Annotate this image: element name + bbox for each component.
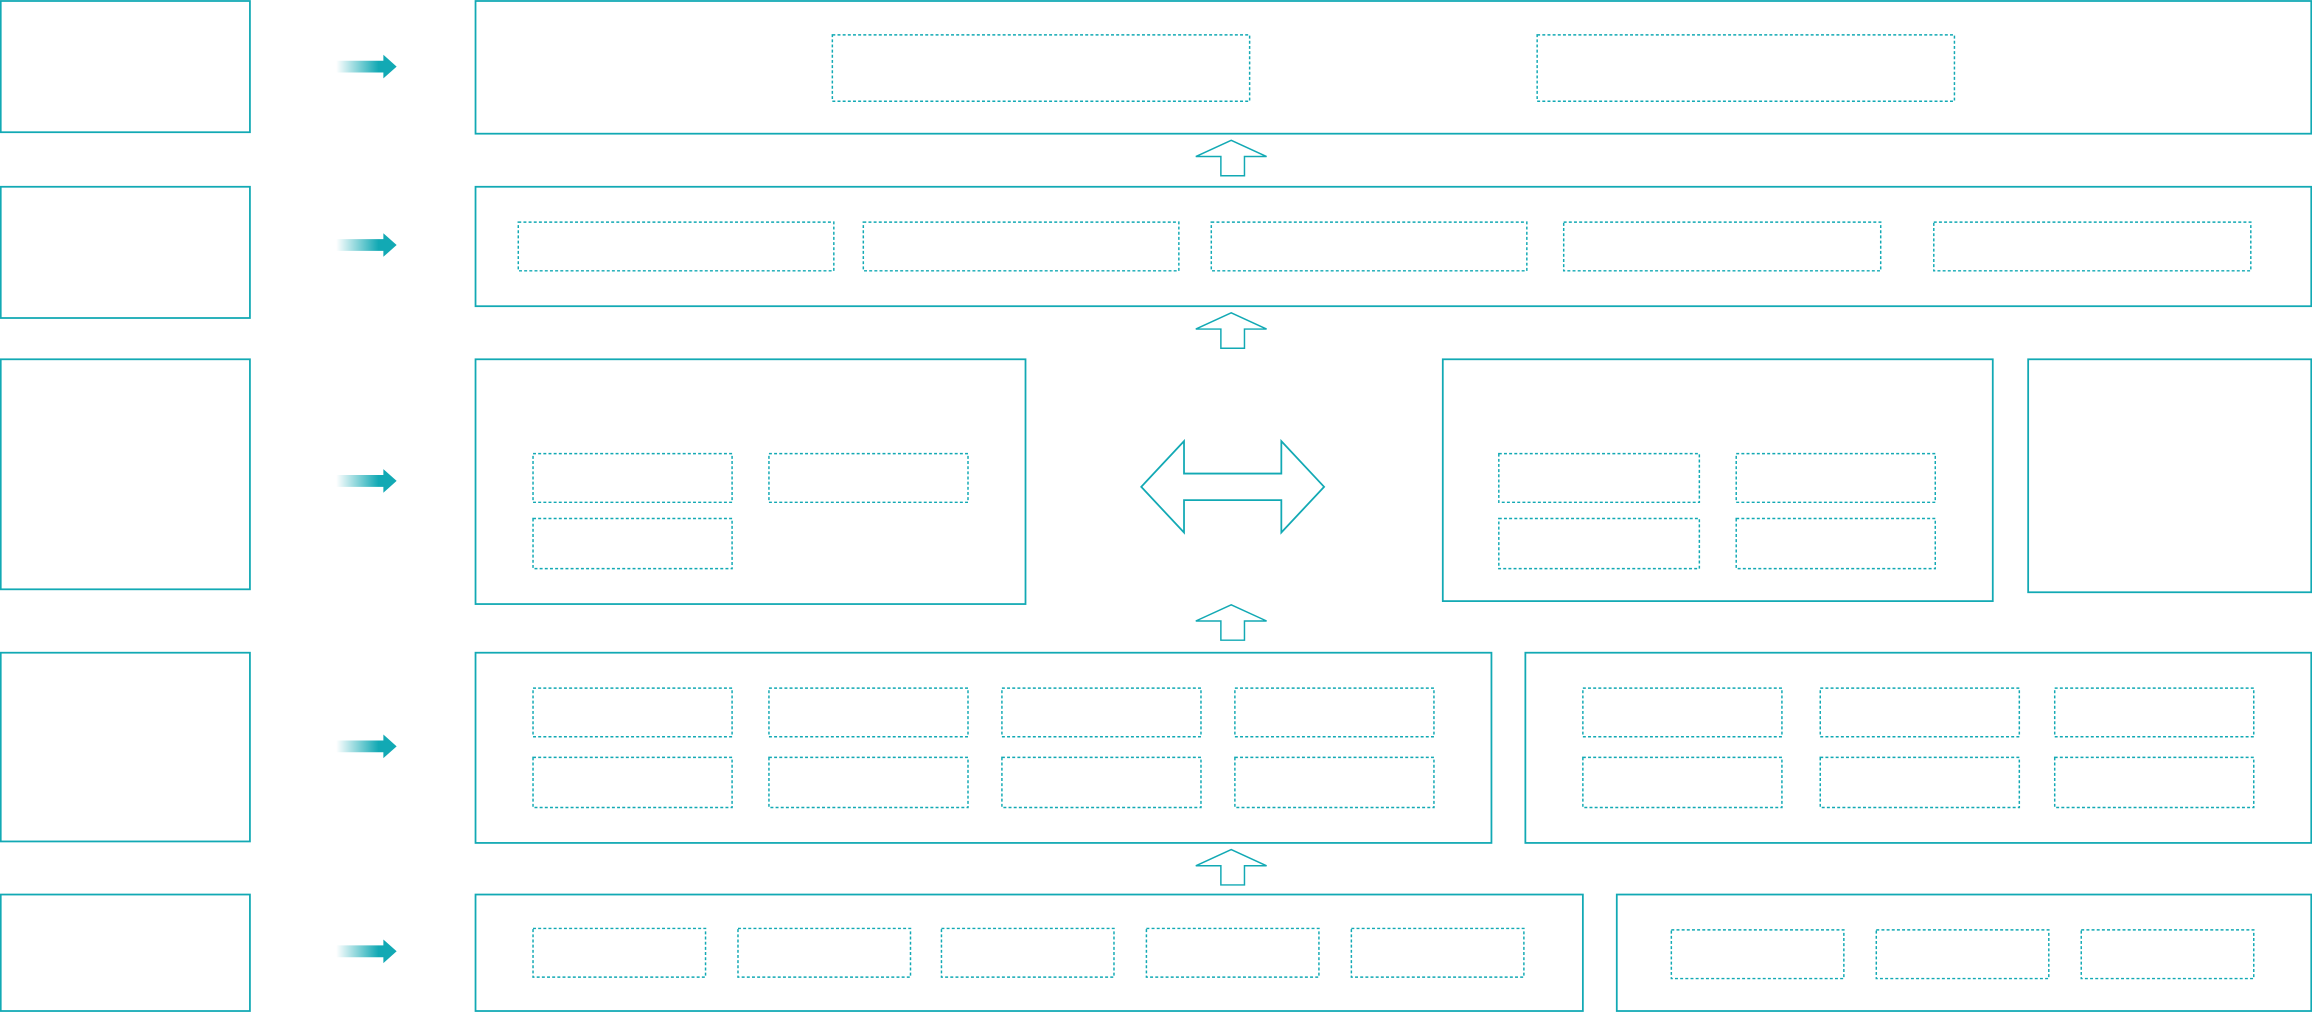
layer-5-module <box>737 927 912 978</box>
layer-3-side-container <box>2027 358 2312 594</box>
layer-3-module <box>1735 452 1937 504</box>
layer-3-module <box>1498 517 1701 570</box>
layer-2-module <box>1210 221 1528 272</box>
layer-label-box-2 <box>0 185 251 319</box>
layer-4-left-container <box>474 651 1493 844</box>
layer-5-module <box>1350 927 1525 978</box>
layer-3-left-container <box>474 358 1027 605</box>
layer-4-module <box>1819 756 2021 809</box>
up-arrow-icon-1 <box>1195 139 1267 177</box>
right-arrow-icon-5 <box>336 939 397 964</box>
right-arrow-icon-3 <box>336 469 397 493</box>
layer-2-module <box>1562 221 1882 272</box>
layer-5-module <box>1670 929 1845 980</box>
layer-2-module <box>862 221 1180 272</box>
layer-5-module <box>1145 927 1320 978</box>
layer-4-module <box>1234 756 1435 809</box>
layer-1-module <box>1536 34 1956 102</box>
layer-label-box-3 <box>0 358 251 591</box>
layer-5-right-container <box>1615 893 2312 1012</box>
layer-4-module <box>532 687 733 738</box>
up-arrow-icon-4 <box>1195 848 1267 886</box>
layer-5-module <box>1875 929 2050 980</box>
layer-4-module <box>1582 756 1783 809</box>
layer-4-module <box>1582 687 1783 738</box>
layer-4-module <box>2053 687 2255 738</box>
right-arrow-icon-4 <box>336 734 397 759</box>
layer-5-module <box>532 927 707 978</box>
right-arrow-icon-2 <box>336 233 397 257</box>
layer-4-module <box>1001 687 1202 738</box>
bidirectional-arrow-icon <box>1140 438 1326 535</box>
layer-4-right-container <box>1524 651 2312 844</box>
layer-2-container <box>474 185 2312 308</box>
layer-2-module <box>517 221 835 272</box>
up-arrow-icon-2 <box>1195 312 1267 349</box>
layer-3-module <box>1735 517 1937 570</box>
layer-label-box-5 <box>0 893 251 1012</box>
right-arrow-icon-1 <box>336 54 397 79</box>
layer-1-module <box>831 34 1251 102</box>
layer-label-box-1 <box>0 0 251 134</box>
layer-3-module <box>532 517 733 570</box>
up-arrow-icon-3 <box>1195 603 1267 641</box>
layer-2-module <box>1933 221 2252 272</box>
layer-3-module <box>532 452 733 504</box>
layer-3-right-container <box>1441 358 1994 602</box>
layer-4-module <box>1001 756 1202 809</box>
layer-3-module <box>768 452 969 504</box>
layer-4-module <box>768 756 969 809</box>
layer-4-module <box>1819 687 2021 738</box>
layer-4-module <box>532 756 733 809</box>
layer-label-box-4 <box>0 651 251 843</box>
layer-5-module <box>940 927 1115 978</box>
layer-5-left-container <box>474 893 1584 1012</box>
layer-1-container <box>474 0 2312 135</box>
layer-3-module <box>1498 452 1701 504</box>
layer-5-module <box>2080 929 2255 980</box>
layer-4-module <box>2053 756 2255 809</box>
layer-4-module <box>768 687 969 738</box>
layer-4-module <box>1234 687 1435 738</box>
